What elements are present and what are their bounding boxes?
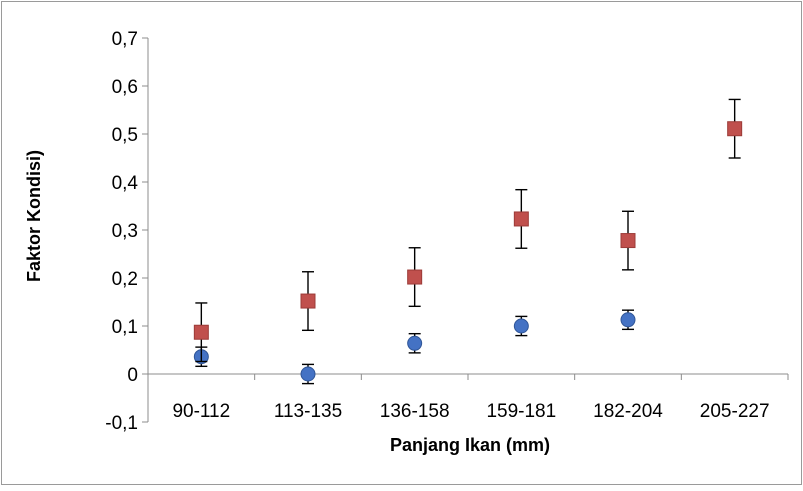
data-point-circle <box>513 318 529 334</box>
data-point-circle <box>300 366 316 382</box>
data-point-square <box>620 233 636 249</box>
series-2 <box>193 98 743 363</box>
y-tick-label: 0,1 <box>112 317 138 338</box>
data-point-square <box>300 293 316 309</box>
y-tick-label: 0,2 <box>112 269 138 290</box>
y-tick-label: 0,3 <box>112 221 138 242</box>
data-point-square <box>513 211 529 227</box>
y-tick-label: 0 <box>127 365 138 386</box>
y-tick-label: 0,6 <box>112 77 138 98</box>
x-axis-title: Panjang Ikan (mm) <box>390 435 550 455</box>
y-axis-title: Faktor Kondisi) <box>24 150 44 282</box>
data-marks <box>193 98 743 385</box>
data-point-square <box>727 121 743 137</box>
y-tick-label: -0,1 <box>105 413 138 434</box>
y-ticks: -0,1 0 0,1 0,2 0,3 0,4 0,5 0,6 0,7 <box>105 29 148 434</box>
x-tick-label: 205-227 <box>700 401 770 422</box>
x-tick-label: 90-112 <box>172 401 230 422</box>
data-point-circle <box>620 312 636 328</box>
x-tick-label: 159-181 <box>486 401 556 422</box>
series-1 <box>193 309 636 385</box>
x-tick-label: 113-135 <box>274 401 342 422</box>
x-tick-label: 136-158 <box>380 401 450 422</box>
data-point-square <box>407 269 423 285</box>
data-point-square <box>193 324 209 340</box>
y-tick-label: 0,4 <box>112 173 139 194</box>
y-tick-label: 0,7 <box>112 29 138 50</box>
data-point-circle <box>407 335 423 351</box>
x-ticks: 90-112 113-135 136-158 159-181 182-204 205-22… <box>147 374 789 422</box>
x-tick-label: 182-204 <box>593 401 663 422</box>
y-tick-label: 0,5 <box>112 125 138 146</box>
